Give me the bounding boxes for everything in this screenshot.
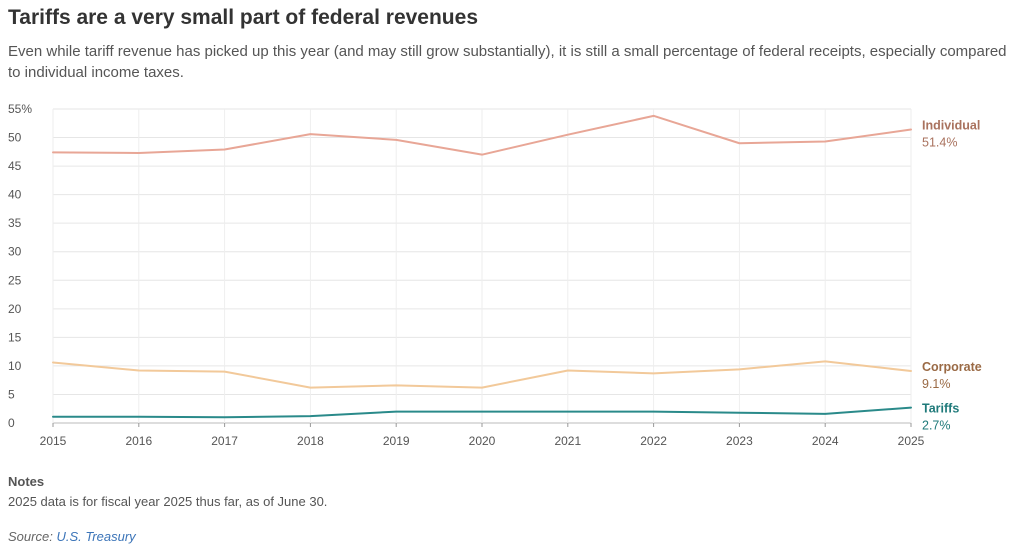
y-axis-ticks: 0 5 10 15 20 25 30 35 40 45 50 55% xyxy=(8,102,32,430)
x-tick-label: 2024 xyxy=(812,434,839,448)
grid-lines xyxy=(52,108,912,427)
y-tick-label: 5 xyxy=(8,387,15,401)
series-line-individual xyxy=(52,114,912,156)
x-tick-label: 2016 xyxy=(125,434,152,448)
y-tick-label: 0 xyxy=(8,416,15,430)
x-tick-label: 2018 xyxy=(297,434,324,448)
y-tick-label: 20 xyxy=(8,302,22,316)
series-name-label-individual: Individual xyxy=(922,119,980,133)
y-tick-label: 45 xyxy=(8,159,22,173)
series-name-label-corporate: Corporate xyxy=(922,360,982,374)
x-axis-ticks: 2015 2016 2017 2018 2019 2020 2021 2022 2023 2024… xyxy=(40,434,925,448)
x-tick-label: 2023 xyxy=(726,434,753,448)
x-tick-label: 2021 xyxy=(554,434,581,448)
series-value-label-corporate: 9.1% xyxy=(922,377,951,391)
y-tick-label: 55% xyxy=(8,102,32,116)
series-labels: Individual 51.4% Corporate 9.1% Tariffs 2.7% xyxy=(922,119,982,433)
y-tick-label: 25 xyxy=(8,273,22,287)
series-line-tariffs xyxy=(52,406,912,419)
y-tick-label: 15 xyxy=(8,330,22,344)
chart-title: Tariffs are a very small part of federal… xyxy=(8,6,478,29)
x-tick-label: 2015 xyxy=(40,434,67,448)
notes-text: 2025 data is for fiscal year 2025 thus f… xyxy=(8,494,328,509)
notes-heading: Notes xyxy=(8,474,45,489)
y-tick-label: 50 xyxy=(8,131,22,145)
series-name-label-tariffs: Tariffs xyxy=(922,402,959,416)
y-tick-label: 40 xyxy=(8,188,22,202)
source-link[interactable]: U.S. Treasury xyxy=(56,529,136,544)
source-label: Source: xyxy=(8,529,53,544)
series-value-label-individual: 51.4% xyxy=(922,136,957,150)
series-lines xyxy=(52,114,912,419)
series-value-label-tariffs: 2.7% xyxy=(922,419,951,433)
y-tick-label: 35 xyxy=(8,216,22,230)
x-tick-label: 2025 xyxy=(898,434,925,448)
x-tick-label: 2017 xyxy=(211,434,238,448)
series-line-corporate xyxy=(52,360,912,389)
x-tick-label: 2022 xyxy=(640,434,667,448)
y-tick-label: 10 xyxy=(8,359,22,373)
x-tick-label: 2019 xyxy=(383,434,410,448)
x-tick-label: 2020 xyxy=(469,434,496,448)
source-line: Source: U.S. Treasury xyxy=(8,529,136,544)
chart-subtitle: Even while tariff revenue has picked up … xyxy=(8,43,1007,81)
y-tick-label: 30 xyxy=(8,245,22,259)
